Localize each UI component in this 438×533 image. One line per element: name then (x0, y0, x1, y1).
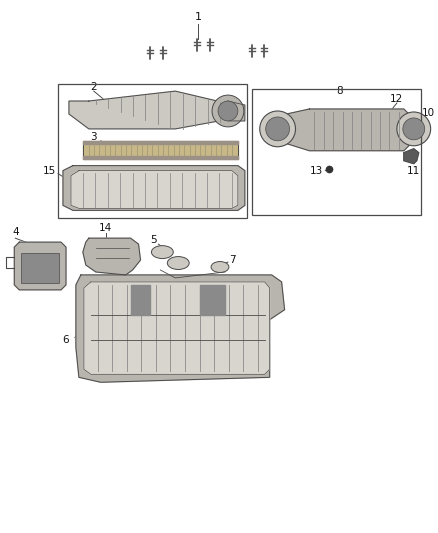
Text: 8: 8 (336, 86, 343, 96)
Polygon shape (131, 285, 150, 314)
Ellipse shape (152, 246, 173, 259)
Circle shape (260, 111, 296, 147)
Polygon shape (63, 166, 245, 211)
Text: 6: 6 (63, 335, 69, 344)
Circle shape (212, 95, 244, 127)
Text: 1: 1 (194, 12, 201, 22)
Ellipse shape (167, 256, 189, 270)
Polygon shape (69, 91, 230, 129)
Polygon shape (268, 114, 279, 146)
Circle shape (218, 101, 238, 121)
Circle shape (397, 112, 431, 146)
Polygon shape (84, 282, 270, 374)
Polygon shape (83, 238, 141, 275)
Polygon shape (404, 149, 419, 164)
Bar (252, 89, 421, 215)
Polygon shape (14, 242, 66, 290)
Circle shape (403, 118, 425, 140)
Text: 12: 12 (390, 94, 403, 104)
Text: 3: 3 (91, 132, 97, 142)
Bar (83, 156, 238, 159)
Polygon shape (83, 141, 238, 159)
Polygon shape (76, 275, 285, 382)
Text: 14: 14 (99, 223, 113, 233)
Bar (21, 253, 59, 283)
Bar (58, 84, 247, 219)
Text: 4: 4 (12, 227, 18, 237)
Text: 13: 13 (310, 166, 323, 175)
Text: 2: 2 (91, 82, 97, 92)
Text: 10: 10 (422, 108, 435, 118)
Circle shape (266, 117, 290, 141)
Polygon shape (278, 109, 409, 151)
Polygon shape (200, 285, 225, 314)
Ellipse shape (211, 262, 229, 272)
Text: 9: 9 (259, 124, 266, 134)
Bar (83, 141, 238, 144)
Text: 15: 15 (42, 166, 56, 175)
Text: 7: 7 (230, 255, 236, 265)
Text: 11: 11 (407, 166, 420, 175)
Text: 5: 5 (150, 235, 157, 245)
Polygon shape (228, 101, 245, 121)
Polygon shape (71, 171, 238, 208)
